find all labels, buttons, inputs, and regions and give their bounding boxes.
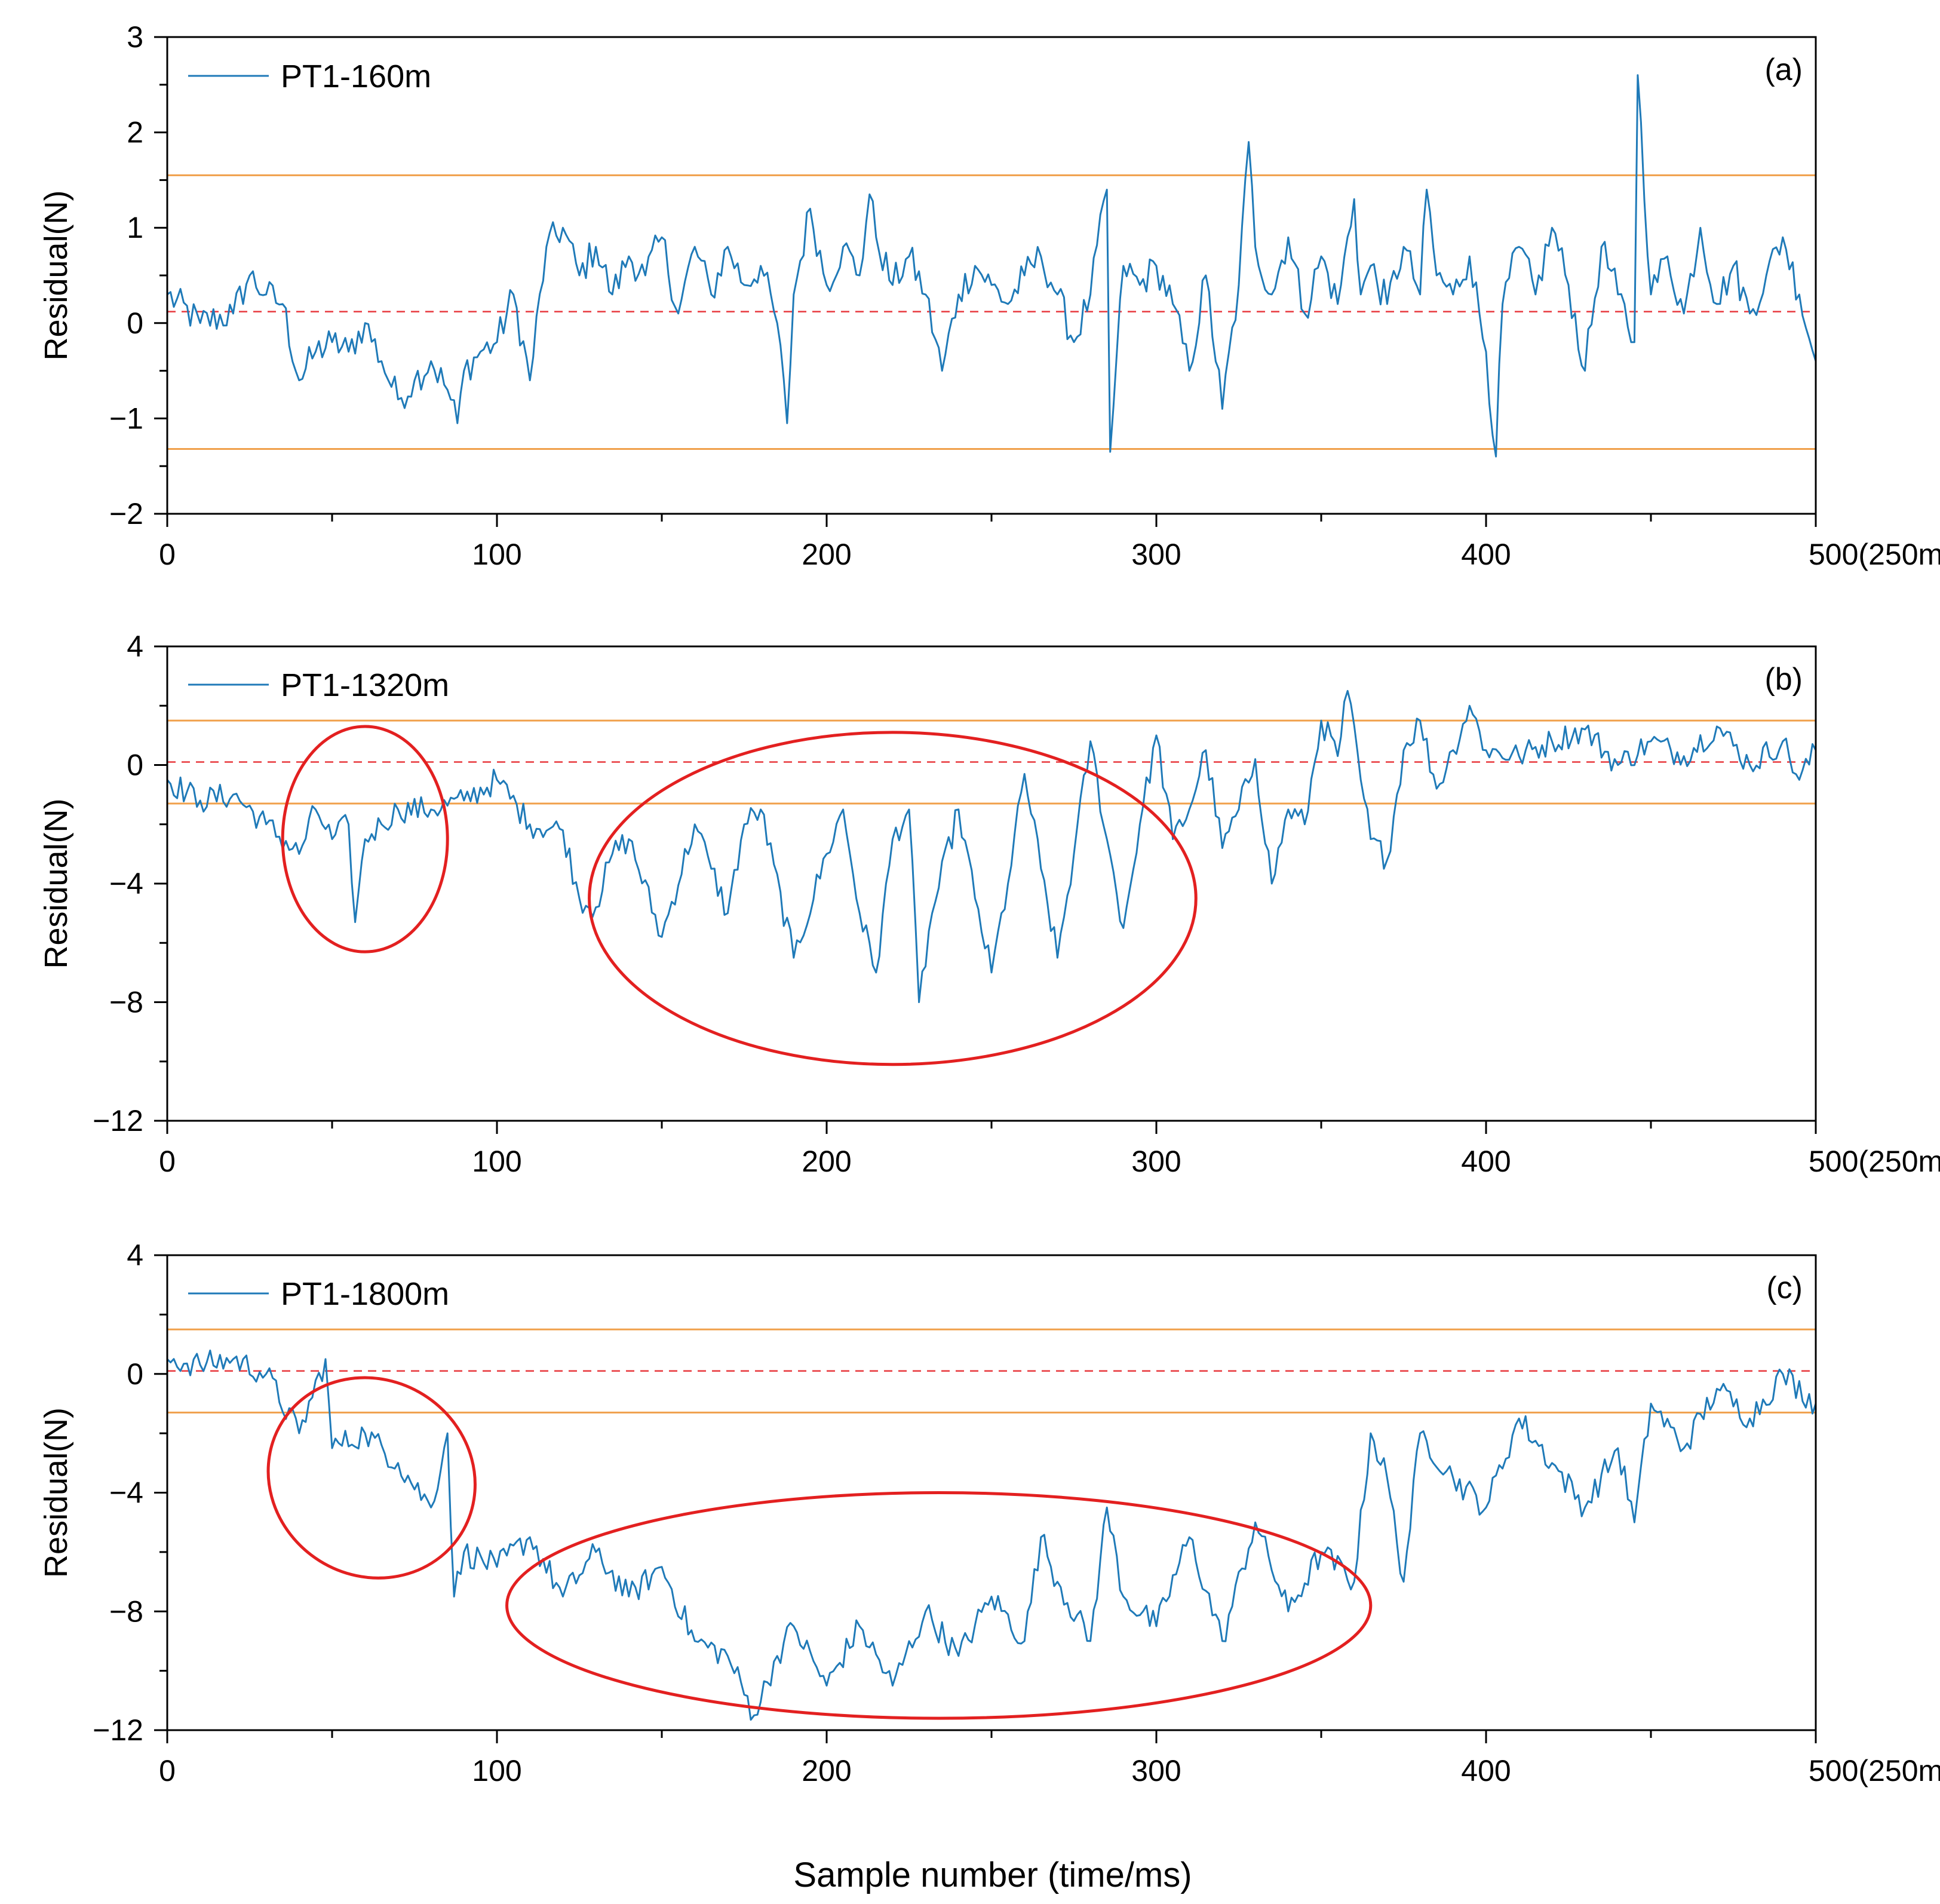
y-tick-label: 0 (127, 306, 143, 340)
x-tick-label: 500(250ms) (1809, 1754, 1940, 1788)
x-tick-label: 100 (472, 538, 521, 571)
highlight-ellipse-2 (588, 731, 1198, 1066)
legend: PT1-160m (188, 59, 431, 94)
legend-label: PT1-160m (281, 59, 431, 94)
y-tick-label: −4 (109, 1476, 143, 1510)
highlight-ellipse-2 (505, 1491, 1373, 1720)
y-tick-label: 0 (127, 749, 143, 782)
x-tick-label: 0 (159, 538, 176, 571)
x-axis: 0 100 200 300 400 500(250ms) (159, 1121, 1940, 1178)
y-axis: −12 −8 −4 0 4 (93, 1238, 167, 1747)
legend: PT1-1320m (188, 667, 449, 703)
x-tick-label: 100 (472, 1754, 521, 1788)
series-line (166, 689, 1817, 1003)
x-tick-label: 300 (1131, 1145, 1181, 1178)
y-axis-title: Residual(N) (38, 190, 74, 360)
panel-label: (a) (1764, 53, 1803, 87)
x-tick-label: 100 (472, 1145, 521, 1178)
x-tick-label: 300 (1131, 538, 1181, 571)
x-axis: 0 100 200 300 400 500(250ms) (159, 514, 1940, 571)
x-tick-label: 0 (159, 1754, 176, 1788)
y-tick-label: −8 (109, 986, 143, 1019)
highlight-ellipse-1 (266, 1376, 477, 1580)
y-axis: −12 −8 −4 0 4 (93, 630, 167, 1138)
chart-panel-2: 0 100 200 300 400 500(250ms) −12 −8 −4 0 4 Residual… (38, 630, 1940, 1178)
x-tick-label: 300 (1131, 1754, 1181, 1788)
x-tick-label: 500(250ms) (1809, 538, 1940, 571)
y-tick-label: 1 (127, 211, 143, 244)
x-axis: 0 100 200 300 400 500(250ms) (159, 1730, 1940, 1788)
x-tick-label: 500(250ms) (1809, 1145, 1940, 1178)
y-tick-label: −12 (93, 1713, 143, 1747)
x-tick-label: 200 (802, 1145, 851, 1178)
y-tick-label: 3 (127, 20, 143, 54)
highlight-ellipse-1 (281, 725, 449, 953)
x-tick-label: 400 (1461, 1754, 1511, 1788)
plot-frame (166, 645, 1817, 1122)
series-line (166, 1350, 1817, 1721)
y-axis-title: Residual(N) (38, 798, 74, 968)
legend-label: PT1-1800m (281, 1276, 449, 1312)
y-tick-label: −12 (93, 1104, 143, 1138)
y-tick-label: −8 (109, 1595, 143, 1628)
legend-label: PT1-1320m (281, 667, 449, 703)
y-tick-label: 0 (127, 1357, 143, 1391)
chart-panel-1: 0 100 200 300 400 500(250ms) −2 −1 0 1 2 3 Residual(… (38, 20, 1940, 571)
y-axis-title: Residual(N) (38, 1408, 74, 1578)
y-tick-label: −4 (109, 867, 143, 900)
panel-label: (b) (1764, 662, 1803, 697)
y-axis: −2 −1 0 1 2 3 (109, 20, 167, 531)
series-line (167, 74, 1817, 458)
y-tick-label: −2 (109, 497, 143, 531)
y-tick-label: 4 (127, 1238, 143, 1272)
panel-label: (c) (1766, 1271, 1803, 1305)
x-axis-title: Sample number (time/ms) (793, 1856, 1192, 1894)
x-tick-label: 0 (159, 1145, 176, 1178)
chart-panel-3: 0 100 200 300 400 500(250ms) −12 −8 −4 0 4 Residual… (38, 1238, 1940, 1788)
y-tick-label: −1 (109, 401, 143, 435)
x-tick-label: 200 (802, 538, 851, 571)
x-tick-label: 200 (802, 1754, 851, 1788)
x-tick-label: 400 (1461, 538, 1511, 571)
y-tick-label: 4 (127, 630, 143, 663)
plot-frame (166, 36, 1817, 515)
legend: PT1-1800m (188, 1276, 449, 1312)
x-tick-label: 400 (1461, 1145, 1511, 1178)
y-tick-label: 2 (127, 116, 143, 149)
